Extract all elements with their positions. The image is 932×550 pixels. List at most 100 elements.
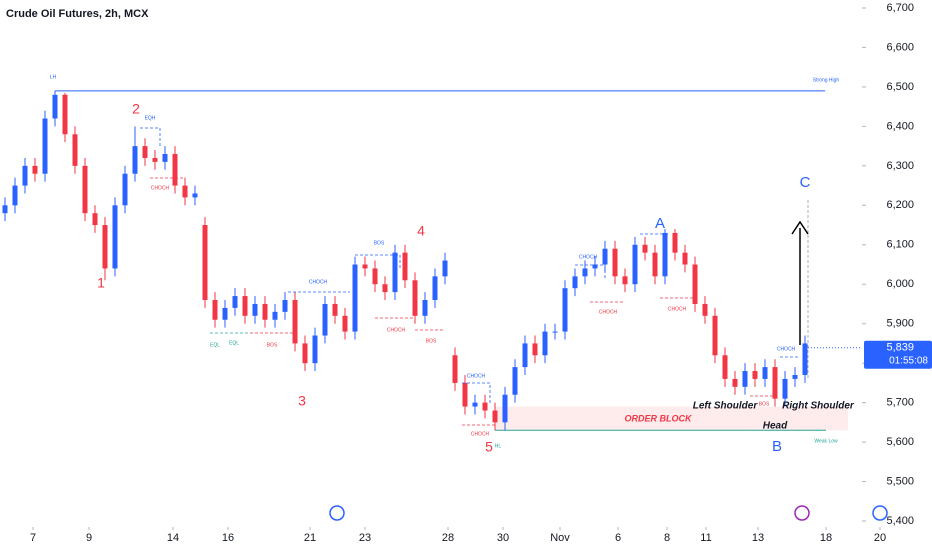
y-tick-label: 6,700: [886, 2, 914, 14]
annotation: ORDER BLOCK: [625, 413, 693, 423]
candle-body: [762, 367, 768, 379]
candle-body: [672, 232, 678, 253]
candle-body: [472, 402, 478, 407]
x-tick-label: 14: [167, 532, 179, 544]
y-tick-label: 5,500: [886, 475, 914, 487]
annotation: CHOCH: [151, 185, 170, 191]
annotation: Head: [763, 421, 788, 432]
candle-body: [182, 185, 188, 198]
candle-body: [152, 157, 158, 162]
candle-body: [232, 296, 238, 308]
annotation: HL: [495, 443, 502, 449]
candle-body: [582, 268, 588, 277]
candle-body: [802, 343, 808, 375]
y-tick-label: 6,400: [886, 120, 914, 132]
x-tick-label: 16: [222, 532, 234, 544]
candle-body: [422, 300, 428, 316]
x-tick-label: 18: [820, 532, 832, 544]
annotation: A: [655, 215, 665, 232]
annotation: 3: [298, 393, 306, 409]
candle-body: [542, 331, 548, 356]
candle-body: [322, 303, 328, 336]
candle-body: [82, 165, 88, 214]
candle-body: [252, 303, 258, 316]
annotation: EQL: [210, 342, 220, 348]
x-tick-label: Nov: [550, 532, 570, 544]
annotation: CHOCH: [387, 327, 406, 333]
annotation: CHOCH: [471, 431, 490, 437]
candle-body: [342, 315, 348, 332]
plot: [2, 90, 848, 431]
x-tick-label: 28: [442, 532, 454, 544]
candle-body: [262, 303, 268, 320]
countdown: 01:55:08: [889, 355, 928, 366]
candle-body: [712, 315, 718, 356]
icons: [329, 505, 888, 521]
candle-body: [732, 378, 738, 387]
candle-body: [572, 276, 578, 289]
y-tick-label: 5,700: [886, 397, 914, 409]
candle-body: [772, 367, 778, 399]
x-tick-label: 23: [359, 532, 371, 544]
annotation: Strong High: [813, 77, 840, 83]
y-tick-label: 6,600: [886, 41, 914, 53]
last-price-tag: [864, 340, 932, 369]
candle-body: [452, 355, 458, 383]
annotation: EQH: [145, 115, 156, 121]
x-tick-label: 8: [664, 532, 670, 544]
candle-body: [372, 268, 378, 285]
annotation: 1: [97, 275, 105, 291]
candle-body: [682, 252, 688, 265]
candle-body: [62, 94, 68, 135]
structure-lines: [140, 127, 809, 426]
candle-body: [692, 264, 698, 304]
y-tick-label: 5,900: [886, 318, 914, 330]
x-tick-label: 21: [304, 532, 316, 544]
x-tick-label: 13: [752, 532, 764, 544]
candle-body: [522, 343, 528, 368]
annotation: BOS: [267, 342, 278, 348]
candle-body: [102, 225, 108, 269]
candle-body: [202, 225, 208, 301]
annotation: CHOCH: [309, 279, 328, 285]
candle-body: [442, 260, 448, 277]
candle-body: [92, 213, 98, 226]
chart-title: Crude Oil Futures, 2h, MCX: [6, 8, 149, 20]
annotation: 5: [485, 439, 493, 455]
candle-body: [192, 193, 198, 198]
candle-body: [612, 248, 618, 277]
candle-body: [532, 343, 538, 356]
candle-body: [502, 394, 508, 423]
y-tick-label: 5,400: [886, 515, 914, 527]
candle-body: [662, 232, 668, 277]
candle-body: [792, 374, 798, 379]
candle-body: [562, 288, 568, 332]
candle-body: [652, 252, 658, 277]
annotation: Right Shoulder: [782, 401, 855, 412]
candle-body: [462, 382, 468, 407]
candle-body: [702, 303, 708, 316]
projection-arrow: [791, 220, 809, 345]
candle-body: [222, 307, 228, 320]
candle-body: [632, 244, 638, 285]
candle-body: [302, 343, 308, 364]
candle-body: [52, 94, 58, 119]
y-tick-label: 5,600: [886, 436, 914, 448]
candle-body: [2, 205, 8, 214]
x-tick-label: 30: [497, 532, 509, 544]
last-price-label: 5,839: [886, 342, 914, 354]
annotation: BOS: [759, 401, 770, 407]
candle-body: [312, 335, 318, 364]
candle-body: [602, 248, 608, 265]
candle-body: [412, 280, 418, 316]
candle-body: [122, 173, 128, 206]
x-tick-label: 11: [700, 532, 711, 544]
candle-body: [112, 205, 118, 269]
candle-body: [282, 300, 288, 312]
annotation: Weak Low: [814, 438, 838, 444]
annotation: LH: [50, 74, 57, 80]
candle-body: [552, 331, 558, 333]
candle-body: [592, 264, 598, 269]
candle-body: [392, 252, 398, 293]
